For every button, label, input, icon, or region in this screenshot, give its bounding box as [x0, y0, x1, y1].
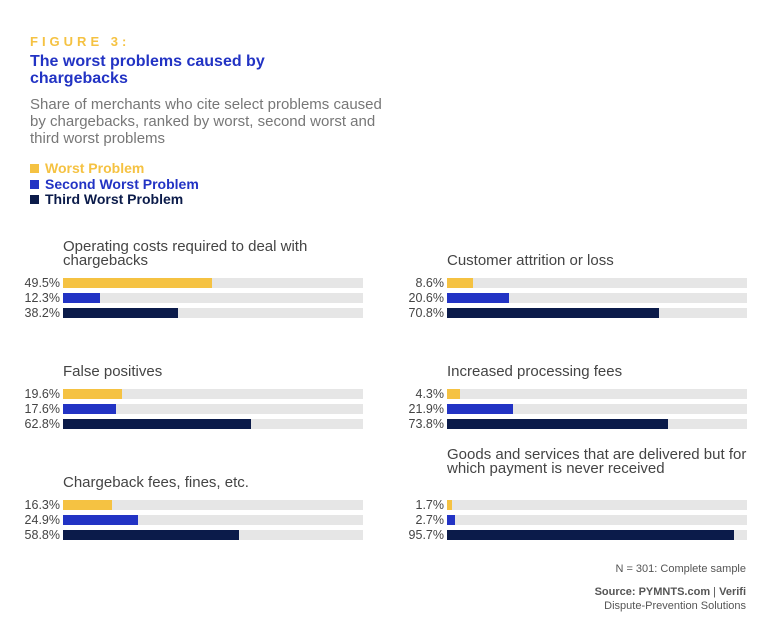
bar-track: [63, 515, 363, 525]
bar-track: [63, 293, 363, 303]
bar: [63, 278, 212, 288]
value-label: 95.7%: [408, 528, 444, 542]
bar-track: [447, 530, 747, 540]
bar: [63, 389, 122, 399]
bar-track: [63, 500, 363, 510]
bar: [63, 293, 100, 303]
legend-label: Worst Problem: [45, 160, 145, 176]
value-label: 58.8%: [24, 528, 60, 542]
figure-label: FIGURE 3:: [30, 34, 131, 49]
value-label: 19.6%: [24, 387, 60, 401]
value-label: 12.3%: [24, 291, 60, 305]
value-label: 21.9%: [408, 402, 444, 416]
bar-track: [63, 404, 363, 414]
bar-track: [447, 308, 747, 318]
value-label: 2.7%: [415, 513, 445, 527]
bar: [447, 293, 509, 303]
value-label: 62.8%: [24, 417, 60, 431]
bar-track: [447, 419, 747, 429]
legend-swatch: [30, 179, 39, 189]
bar: [63, 500, 112, 510]
legend-swatch: [30, 164, 39, 173]
group-title: Increased processing fees: [447, 363, 623, 380]
legend-label: Third Worst Problem: [45, 191, 184, 207]
bar: [63, 308, 178, 318]
bar-track: [63, 278, 363, 288]
bar: [447, 515, 456, 525]
group-title: Customer attrition or loss: [447, 252, 614, 269]
group-title: Chargeback fees, fines, etc.: [63, 474, 249, 491]
bar: [447, 500, 453, 510]
bar-track: [447, 515, 747, 525]
bar: [447, 419, 669, 429]
source-subtitle: Dispute-Prevention Solutions: [604, 600, 746, 612]
group-title: False positives: [63, 363, 163, 380]
value-label: 38.2%: [24, 306, 60, 320]
chart-subtitle: Share of merchants who cite select probl…: [30, 96, 382, 147]
bar-track: [63, 419, 363, 429]
bar: [63, 419, 252, 429]
bar-track: [63, 530, 363, 540]
bar: [447, 530, 735, 540]
bar: [63, 530, 240, 540]
bar-track: [63, 389, 363, 399]
legend-item: Third Worst Problem: [30, 192, 183, 207]
sample-note: N = 301: Complete sample: [615, 563, 746, 575]
bar: [447, 308, 660, 318]
value-label: 70.8%: [408, 306, 444, 320]
legend-item: Worst Problem: [30, 161, 144, 176]
bar-track: [63, 308, 363, 318]
source-brand: Verifi: [719, 586, 746, 598]
value-label: 4.3%: [415, 387, 445, 401]
bar: [63, 404, 116, 414]
bar: [447, 389, 460, 399]
bar-track: [447, 389, 747, 399]
chart-title: The worst problems caused by chargebacks: [30, 53, 265, 87]
value-label: 1.7%: [415, 498, 445, 512]
value-label: 49.5%: [24, 276, 60, 290]
legend-swatch: [30, 195, 39, 204]
bar: [447, 278, 473, 288]
legend-item: Second Worst Problem: [30, 175, 199, 192]
group-title: Operating costs required to deal with ch…: [63, 238, 308, 269]
value-label: 17.6%: [24, 402, 60, 416]
source: Source: PYMNTS.com | Verifi Dispute-Prev…: [595, 585, 746, 613]
source-separator: |: [710, 586, 720, 598]
bar-track: [447, 278, 747, 288]
source-label: Source: PYMNTS.com: [594, 586, 711, 598]
value-label: 20.6%: [408, 291, 444, 305]
group-title: Goods and services that are delivered bu…: [447, 446, 747, 477]
value-label: 24.9%: [24, 513, 60, 527]
bar-track: [447, 500, 747, 510]
bar-track: [447, 404, 747, 414]
value-label: 8.6%: [415, 276, 445, 290]
bar-track: [447, 293, 747, 303]
value-label: 73.8%: [408, 417, 444, 431]
value-label: 16.3%: [24, 498, 60, 512]
bar: [447, 404, 513, 414]
bar: [63, 515, 138, 525]
legend-label: Second Worst Problem: [45, 175, 199, 192]
